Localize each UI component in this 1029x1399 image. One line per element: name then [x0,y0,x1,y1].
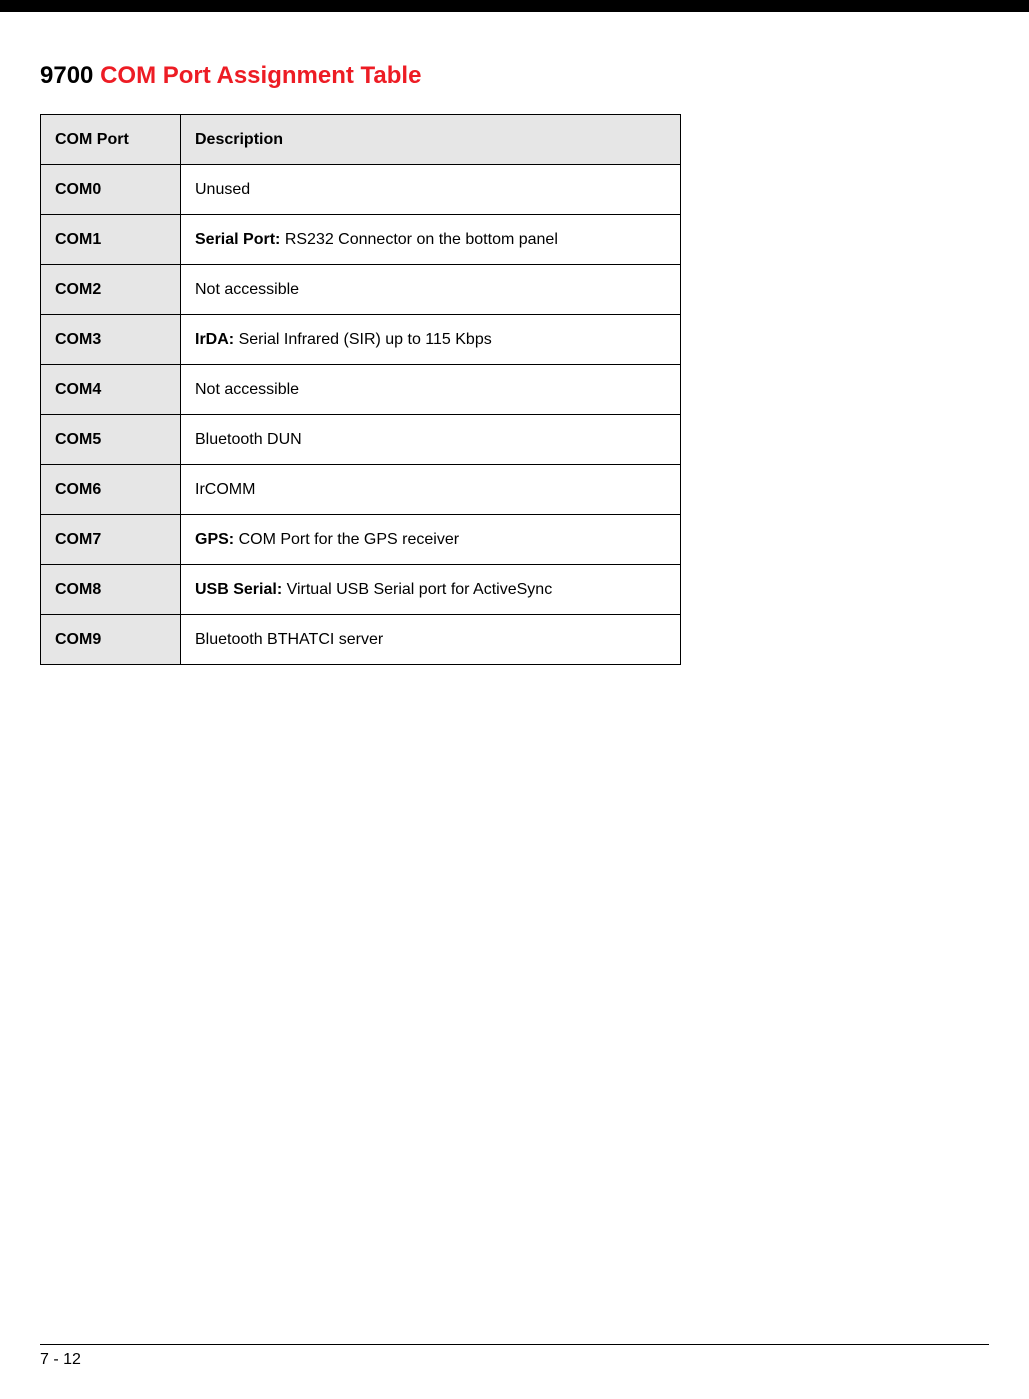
desc-text: Not accessible [195,381,299,398]
header-description: Description [181,115,681,165]
page-number: 7 - 12 [40,1351,989,1369]
desc-cell: IrDA: Serial Infrared (SIR) up to 115 Kb… [181,315,681,365]
port-cell: COM0 [41,165,181,215]
desc-cell: Unused [181,165,681,215]
table-header-row: COM Port Description [41,115,681,165]
port-cell: COM9 [41,615,181,665]
port-cell: COM8 [41,565,181,615]
desc-text: Bluetooth BTHATCI server [195,631,383,648]
table-row: COM0 Unused [41,165,681,215]
desc-text: COM Port for the GPS receiver [239,531,460,548]
table-row: COM9 Bluetooth BTHATCI server [41,615,681,665]
table-row: COM1 Serial Port: RS232 Connector on the… [41,215,681,265]
footer-divider [40,1344,989,1345]
table-row: COM5 Bluetooth DUN [41,415,681,465]
header-com-port: COM Port [41,115,181,165]
table-row: COM2 Not accessible [41,265,681,315]
page-title: 9700 COM Port Assignment Table [40,62,989,90]
table-row: COM6 IrCOMM [41,465,681,515]
desc-text: Unused [195,181,250,198]
desc-bold: IrDA: [195,331,239,348]
desc-bold: USB Serial: [195,581,287,598]
top-bar [0,0,1029,12]
port-cell: COM7 [41,515,181,565]
desc-cell: Bluetooth DUN [181,415,681,465]
desc-text: Virtual USB Serial port for ActiveSync [287,581,553,598]
port-cell: COM3 [41,315,181,365]
title-prefix: 9700 [40,62,100,89]
desc-bold: Serial Port: [195,231,285,248]
port-cell: COM1 [41,215,181,265]
table-row: COM3 IrDA: Serial Infrared (SIR) up to 1… [41,315,681,365]
com-port-table: COM Port Description COM0 Unused COM1 Se… [40,114,681,665]
desc-text: Not accessible [195,281,299,298]
table-row: COM7 GPS: COM Port for the GPS receiver [41,515,681,565]
desc-cell: GPS: COM Port for the GPS receiver [181,515,681,565]
page-footer: 7 - 12 [40,1344,989,1369]
desc-cell: Bluetooth BTHATCI server [181,615,681,665]
desc-bold: GPS: [195,531,239,548]
desc-cell: Serial Port: RS232 Connector on the bott… [181,215,681,265]
desc-text: Bluetooth DUN [195,431,302,448]
port-cell: COM5 [41,415,181,465]
table-row: COM8 USB Serial: Virtual USB Serial port… [41,565,681,615]
desc-cell: USB Serial: Virtual USB Serial port for … [181,565,681,615]
table-row: COM4 Not accessible [41,365,681,415]
desc-text: IrCOMM [195,481,255,498]
port-cell: COM6 [41,465,181,515]
desc-text: Serial Infrared (SIR) up to 115 Kbps [239,331,492,348]
desc-cell: Not accessible [181,265,681,315]
page-content: 9700 COM Port Assignment Table COM Port … [0,12,1029,665]
title-main: COM Port Assignment Table [100,62,421,89]
port-cell: COM4 [41,365,181,415]
port-cell: COM2 [41,265,181,315]
desc-cell: Not accessible [181,365,681,415]
desc-text: RS232 Connector on the bottom panel [285,231,558,248]
desc-cell: IrCOMM [181,465,681,515]
